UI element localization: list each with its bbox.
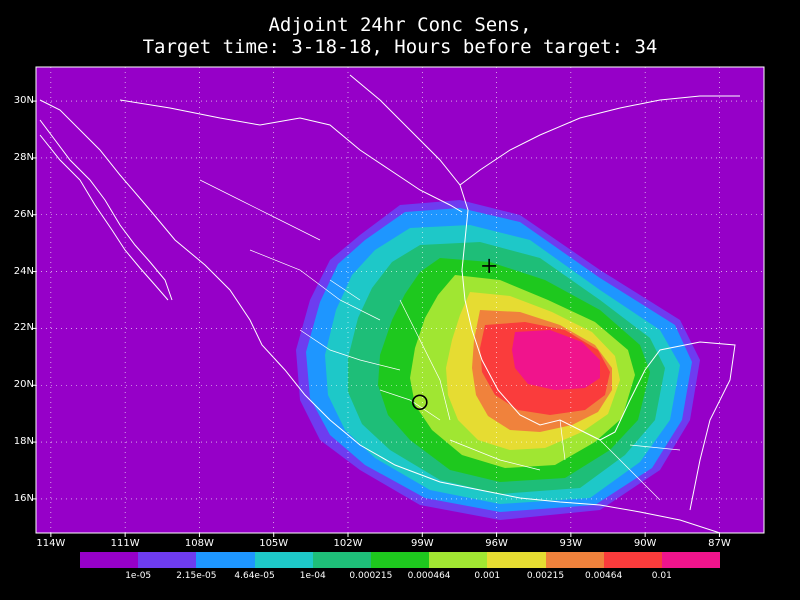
colorbar bbox=[80, 552, 721, 568]
colorbar-label: 1e-04 bbox=[299, 571, 326, 581]
coastlines bbox=[39, 74, 740, 533]
colorbar-label: 0.001 bbox=[474, 571, 501, 581]
colorbar-segment bbox=[603, 552, 662, 568]
lon-label: 105W bbox=[259, 538, 289, 549]
title-line-1: Adjoint 24hr Conc Sens, bbox=[268, 14, 532, 36]
colorbar-segment bbox=[138, 552, 197, 568]
coastline-pacific-mainland bbox=[39, 99, 721, 533]
lon-label: 87W bbox=[708, 538, 731, 549]
lon-label: 108W bbox=[184, 538, 214, 549]
colorbar-segment bbox=[429, 552, 488, 568]
map-frame bbox=[35, 66, 765, 534]
colorbar-segment bbox=[545, 552, 604, 568]
lat-label: 30N bbox=[13, 95, 34, 107]
lat-label: 18N bbox=[13, 436, 34, 448]
colorbar-segment bbox=[196, 552, 255, 568]
colorbar-label: 0.000464 bbox=[407, 571, 451, 581]
lon-label: 96W bbox=[485, 538, 508, 549]
lon-label: 114W bbox=[36, 538, 66, 549]
colorbar-segment bbox=[254, 552, 313, 568]
colorbar-label: 1e-05 bbox=[125, 571, 152, 581]
circle-marker-icon bbox=[412, 394, 428, 411]
colorbar-segment bbox=[80, 552, 139, 568]
coastline-baja-california bbox=[39, 119, 173, 301]
colorbar-label: 2.15e-05 bbox=[176, 571, 217, 581]
lon-label: 93W bbox=[559, 538, 583, 549]
lat-label: 22N bbox=[13, 322, 34, 334]
coastline-texas bbox=[459, 95, 740, 186]
contour-band-11 bbox=[512, 330, 600, 390]
markers bbox=[412, 258, 497, 411]
lat-label: 16N bbox=[13, 492, 34, 504]
lat-label: 28N bbox=[13, 151, 34, 163]
plus-marker-icon bbox=[482, 258, 497, 273]
title-line-2: Target time: 3-18-18, Hours before targe… bbox=[142, 36, 658, 58]
lon-label: 111W bbox=[110, 538, 140, 549]
lat-label: 26N bbox=[13, 208, 34, 220]
colorbar-segment bbox=[312, 552, 371, 568]
colorbar-label: 4.64e-05 bbox=[234, 571, 275, 581]
colorbar-label: 0.00215 bbox=[526, 571, 565, 581]
lon-label: 99W bbox=[410, 538, 434, 549]
lon-label: 90W bbox=[633, 538, 657, 549]
international-border bbox=[119, 99, 463, 213]
sensitivity-contours bbox=[296, 200, 700, 520]
colorbar-label: 0.01 bbox=[651, 571, 672, 581]
colorbar-label: 0.00464 bbox=[585, 571, 623, 581]
colorbar-label: 0.000215 bbox=[349, 571, 393, 581]
axis-ticks bbox=[32, 100, 720, 537]
coastline-gulf bbox=[349, 74, 736, 511]
lat-label: 24N bbox=[13, 265, 34, 277]
lon-label: 102W bbox=[333, 538, 363, 549]
colorbar-segment bbox=[370, 552, 430, 568]
lat-label: 20N bbox=[13, 379, 34, 391]
state-borders bbox=[199, 179, 681, 501]
colorbar-segment bbox=[487, 552, 546, 568]
colorbar-segment bbox=[661, 552, 721, 568]
